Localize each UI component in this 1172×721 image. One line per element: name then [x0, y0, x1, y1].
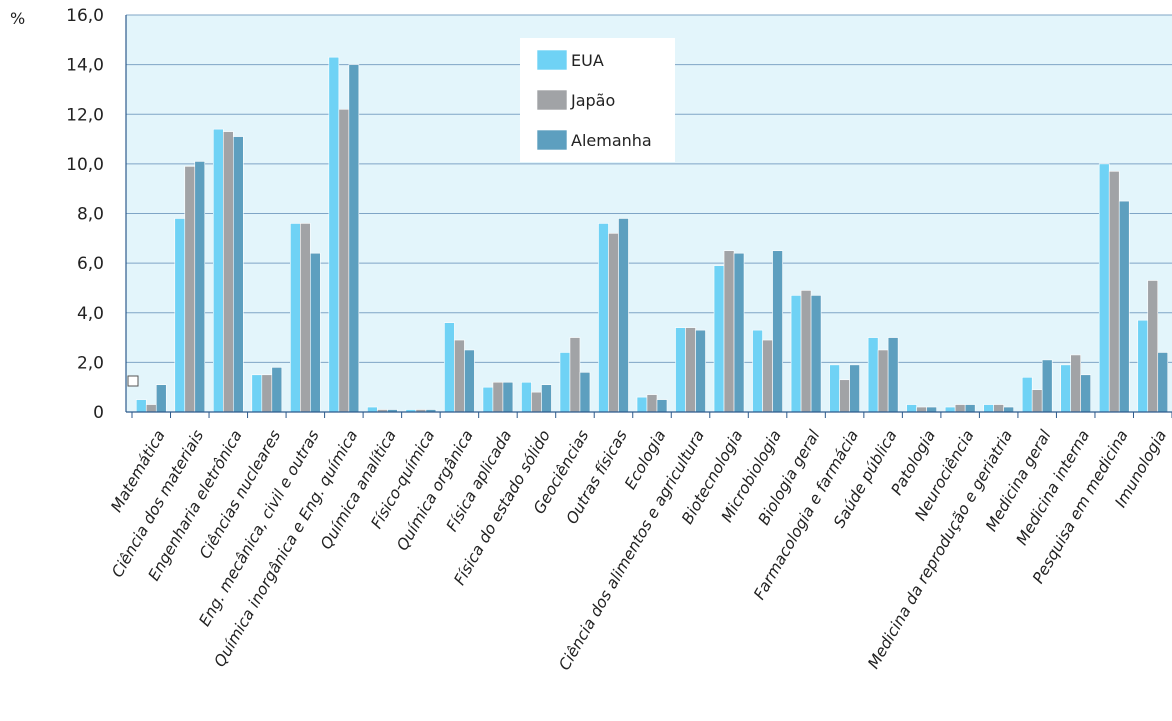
- bar-alemanha: [156, 385, 166, 412]
- bar-eua: [444, 323, 454, 412]
- bar-japão: [994, 405, 1004, 412]
- bar-japão: [454, 340, 464, 412]
- bar-japão: [570, 338, 580, 412]
- bar-japão: [531, 392, 541, 412]
- axis-break-marker: [128, 376, 138, 386]
- y-tick-label: 0: [93, 403, 104, 423]
- y-tick-label: 6,0: [77, 254, 104, 274]
- bar-eua: [598, 223, 608, 412]
- bar-alemanha: [888, 338, 898, 412]
- bar-japão: [724, 251, 734, 412]
- bar-alemanha: [773, 251, 783, 412]
- bar-japão: [146, 405, 156, 412]
- bar-eua: [175, 218, 185, 412]
- y-tick-label: 8,0: [77, 205, 104, 225]
- bar-eua: [714, 266, 724, 412]
- bar-alemanha: [233, 137, 243, 412]
- bar-alemanha: [657, 400, 667, 412]
- bar-eua: [290, 223, 300, 412]
- y-unit-label: %: [10, 9, 25, 28]
- bar-eua: [791, 295, 801, 412]
- legend-label-alemanha: Alemanha: [571, 131, 652, 150]
- bar-japão: [493, 382, 503, 412]
- bar-alemanha: [1042, 360, 1052, 412]
- y-tick-label: 16,0: [66, 6, 104, 26]
- bar-eua: [136, 400, 146, 412]
- bar-eua: [868, 338, 878, 412]
- bar-alemanha: [580, 372, 590, 412]
- bar-eua: [830, 365, 840, 412]
- bar-japão: [917, 407, 927, 412]
- bar-alemanha: [503, 382, 513, 412]
- y-tick-label: 10,0: [66, 155, 104, 175]
- bar-japão: [647, 395, 657, 412]
- y-tick-label: 4,0: [77, 304, 104, 324]
- bar-alemanha: [618, 218, 628, 412]
- bar-alemanha: [349, 65, 359, 412]
- bar-alemanha: [310, 253, 320, 412]
- bar-alemanha: [734, 253, 744, 412]
- bar-japão: [1032, 390, 1042, 412]
- bar-alemanha: [1119, 201, 1129, 412]
- bar-eua: [984, 405, 994, 412]
- bar-eua: [1138, 320, 1148, 412]
- bar-eua: [329, 57, 339, 412]
- bar-japão: [339, 109, 349, 412]
- legend-label-eua: EUA: [571, 51, 604, 70]
- bar-alemanha: [272, 367, 282, 412]
- bar-eua: [637, 397, 647, 412]
- y-tick-label: 2,0: [77, 353, 104, 373]
- bar-eua: [907, 405, 917, 412]
- bar-alemanha: [696, 330, 706, 412]
- bar-eua: [676, 328, 686, 412]
- bar-alemanha: [464, 350, 474, 412]
- bar-eua: [1061, 365, 1071, 412]
- bar-alemanha: [1004, 407, 1014, 412]
- bar-japão: [223, 132, 233, 412]
- bar-alemanha: [927, 407, 937, 412]
- bar-japão: [1148, 280, 1158, 412]
- bar-eua: [560, 352, 570, 412]
- bar-japão: [608, 233, 618, 412]
- bar-eua: [483, 387, 493, 412]
- bar-alemanha: [195, 161, 205, 412]
- bar-eua: [213, 129, 223, 412]
- bar-japão: [262, 375, 272, 412]
- bar-eua: [252, 375, 262, 412]
- y-tick-label: 12,0: [66, 105, 104, 125]
- legend-label-japão: Japão: [570, 91, 615, 110]
- bar-japão: [1109, 171, 1119, 412]
- bar-alemanha: [965, 405, 975, 412]
- bar-japão: [840, 380, 850, 412]
- legend: EUA Japão Alemanha: [520, 38, 675, 162]
- bar-eua: [1022, 377, 1032, 412]
- bar-japão: [300, 223, 310, 412]
- bar-eua: [945, 407, 955, 412]
- bar-eua: [1099, 164, 1109, 412]
- bar-alemanha: [1081, 375, 1091, 412]
- bar-alemanha: [811, 295, 821, 412]
- bar-eua: [367, 407, 377, 412]
- legend-swatch-eua: [537, 50, 567, 70]
- bar-alemanha: [541, 385, 551, 412]
- bar-alemanha: [1158, 352, 1168, 412]
- bar-eua: [753, 330, 763, 412]
- bar-japão: [763, 340, 773, 412]
- bar-japão: [878, 350, 888, 412]
- y-tick-labels: 0 2,0 4,0 6,0 8,0 10,0 12,0 14,0 16,0: [66, 6, 104, 423]
- bar-japão: [955, 405, 965, 412]
- bar-japão: [801, 290, 811, 412]
- bar-japão: [1071, 355, 1081, 412]
- legend-swatch-japão: [537, 90, 567, 110]
- y-tick-label: 14,0: [66, 56, 104, 76]
- legend-swatch-alemanha: [537, 130, 567, 150]
- bar-eua: [521, 382, 531, 412]
- bar-japão: [686, 328, 696, 412]
- bar-japão: [185, 166, 195, 412]
- bar-alemanha: [850, 365, 860, 412]
